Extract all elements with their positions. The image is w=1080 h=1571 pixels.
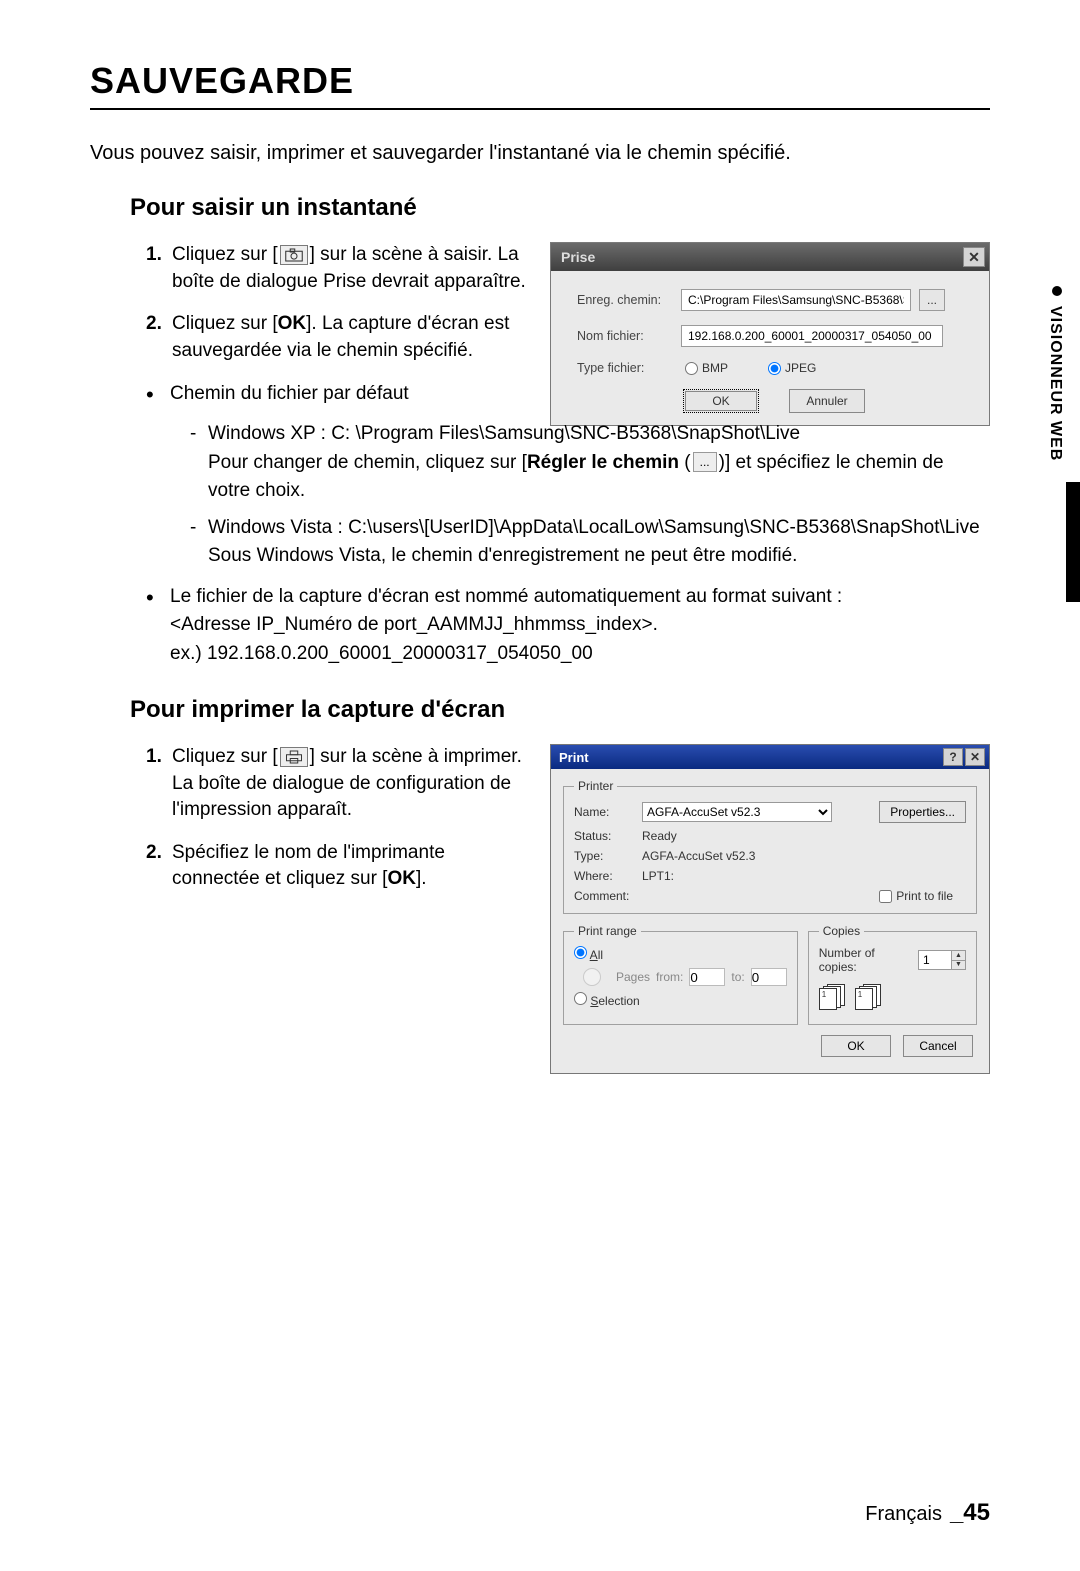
copies-input[interactable] — [919, 951, 951, 969]
radio-bmp[interactable]: BMP — [685, 361, 728, 375]
side-tab: VISIONNEUR WEB — [1048, 272, 1080, 612]
spin-up-icon[interactable]: ▲ — [952, 951, 965, 961]
range-pages[interactable]: Pages from: to: — [574, 968, 787, 986]
prise-path-input[interactable] — [681, 289, 911, 311]
val-where: LPT1: — [642, 869, 966, 883]
range-sel-rest: election — [598, 994, 639, 1008]
range-all[interactable]: All — [574, 946, 787, 962]
section2-title: Pour imprimer la capture d'écran — [130, 696, 990, 724]
range-from-input[interactable] — [689, 968, 725, 986]
s2-ok: OK — [387, 868, 416, 889]
spin-down-icon[interactable]: ▼ — [952, 961, 965, 970]
section2-step1: 1. Cliquez sur [] sur la scène à imprime… — [146, 744, 530, 824]
section1-title: Pour saisir un instantané — [130, 194, 990, 222]
printer-select[interactable]: AGFA-AccuSet v52.3 — [642, 802, 832, 822]
print-titlebar: Print ? ✕ — [551, 745, 989, 769]
radio-bmp-label: BMP — [702, 361, 728, 375]
step2-ok: OK — [278, 313, 307, 334]
copies-group: Copies Number of copies: ▲▼ 3 — [808, 924, 977, 1025]
range-to-lbl: to: — [731, 970, 744, 984]
side-tab-label: VISIONNEUR WEB — [1046, 306, 1064, 461]
copies-spinner[interactable]: ▲▼ — [918, 950, 966, 970]
bullet2-l1: Le fichier de la capture d'écran est nom… — [170, 586, 842, 607]
lbl-type: Type: — [574, 849, 634, 863]
sub-winvista: Windows Vista : C:\users\[UserID]\AppDat… — [190, 514, 990, 571]
footer-lang: Français — [865, 1503, 942, 1526]
footer-page-num: _45 — [950, 1499, 990, 1527]
prise-title: Prise — [561, 249, 595, 265]
copies-label: Number of copies: — [819, 946, 910, 974]
bullet-default-path: Chemin du fichier par défaut — [146, 380, 530, 409]
prise-ok-button[interactable]: OK — [683, 389, 759, 413]
browse-button[interactable]: ... — [919, 289, 945, 311]
page-title: SAUVEGARDE — [90, 60, 990, 110]
print-ok-button[interactable]: OK — [821, 1035, 891, 1057]
range-to-input[interactable] — [751, 968, 787, 986]
sub2-line1: Windows Vista : C:\users\[UserID]\AppDat… — [208, 517, 980, 538]
print-cancel-button[interactable]: Cancel — [903, 1035, 973, 1057]
print-to-file-label: Print to file — [896, 889, 953, 903]
copies-legend: Copies — [819, 924, 864, 938]
section2-step2: 2. Spécifiez le nom de l'imprimante conn… — [146, 840, 530, 893]
val-type: AGFA-AccuSet v52.3 — [642, 849, 966, 863]
section1-step2: 2. Cliquez sur [OK]. La capture d'écran … — [146, 311, 530, 364]
side-tab-dot — [1052, 286, 1062, 296]
step2-text-a: Cliquez sur [ — [172, 313, 278, 334]
range-selection[interactable]: Selection — [574, 992, 787, 1008]
sub1-line1: Windows XP : C: \Program Files\Samsung\S… — [208, 423, 800, 444]
sub-winxp: Windows XP : C: \Program Files\Samsung\S… — [190, 420, 990, 506]
lbl-name: Name: — [574, 805, 634, 819]
lbl-comment: Comment: — [574, 889, 634, 903]
radio-jpeg[interactable]: JPEG — [768, 361, 816, 375]
printer-icon — [280, 747, 308, 767]
print-title: Print — [559, 750, 589, 765]
bullet2-l2: <Adresse IP_Numéro de port_AAMMJJ_hhmmss… — [170, 614, 658, 635]
intro-text: Vous pouvez saisir, imprimer et sauvegar… — [90, 138, 990, 168]
prise-name-label: Nom fichier: — [577, 329, 673, 343]
sub2-line2: Sous Windows Vista, le chemin d'enregist… — [208, 545, 797, 566]
bullet2-l3: ex.) 192.168.0.200_60001_20000317_054050… — [170, 643, 593, 664]
s2-step2-b: ]. — [416, 868, 427, 889]
page-footer: Français _45 — [865, 1499, 990, 1527]
close-icon[interactable]: ✕ — [965, 748, 985, 766]
help-icon[interactable]: ? — [943, 748, 963, 766]
s2-step1-a: Cliquez sur [ — [172, 746, 278, 767]
prise-dialog: Prise ✕ Enreg. chemin: ... Nom fichier: … — [550, 242, 990, 426]
side-tab-marker — [1066, 482, 1080, 602]
bullet-filename-format: Le fichier de la capture d'écran est nom… — [146, 583, 990, 669]
properties-button[interactable]: Properties... — [879, 801, 966, 823]
step1-text-a: Cliquez sur [ — [172, 244, 278, 265]
sub1-bold: Régler le chemin — [527, 452, 679, 473]
prise-type-label: Type fichier: — [577, 361, 673, 375]
val-status: Ready — [642, 829, 966, 843]
printer-group: Printer Name: AGFA-AccuSet v52.3 Propert… — [563, 779, 977, 914]
bullet1-subitems: Windows XP : C: \Program Files\Samsung\S… — [146, 420, 990, 571]
close-icon[interactable]: ✕ — [963, 247, 985, 267]
radio-jpeg-label: JPEG — [785, 361, 816, 375]
collate-icon: 3 2 1 3 2 1 — [819, 984, 966, 1010]
prise-path-label: Enreg. chemin: — [577, 293, 673, 307]
sub1-line2a: Pour changer de chemin, cliquez sur [ — [208, 452, 527, 473]
sub1-line2b: ( — [679, 452, 691, 473]
print-dialog: Print ? ✕ Printer Name: AGFA-AccuSet v52… — [550, 744, 990, 1074]
bullet1-text: Chemin du fichier par défaut — [170, 383, 409, 404]
range-from-lbl: from: — [656, 970, 683, 984]
dots-icon: ... — [693, 452, 717, 472]
prise-titlebar: Prise ✕ — [551, 243, 989, 271]
print-to-file-checkbox[interactable]: Print to file — [879, 889, 966, 903]
lbl-status: Status: — [574, 829, 634, 843]
print-range-group: Print range All Pages from: to: Selectio… — [563, 924, 798, 1025]
camera-icon — [280, 245, 308, 265]
printer-legend: Printer — [574, 779, 617, 793]
range-all-rest: ll — [598, 948, 603, 962]
range-pages-lbl: Pages — [616, 970, 650, 984]
range-legend: Print range — [574, 924, 641, 938]
prise-cancel-button[interactable]: Annuler — [789, 389, 865, 413]
section1-step1: 1. Cliquez sur [] sur la scène à saisir.… — [146, 242, 530, 295]
prise-name-input[interactable] — [681, 325, 943, 347]
lbl-where: Where: — [574, 869, 634, 883]
